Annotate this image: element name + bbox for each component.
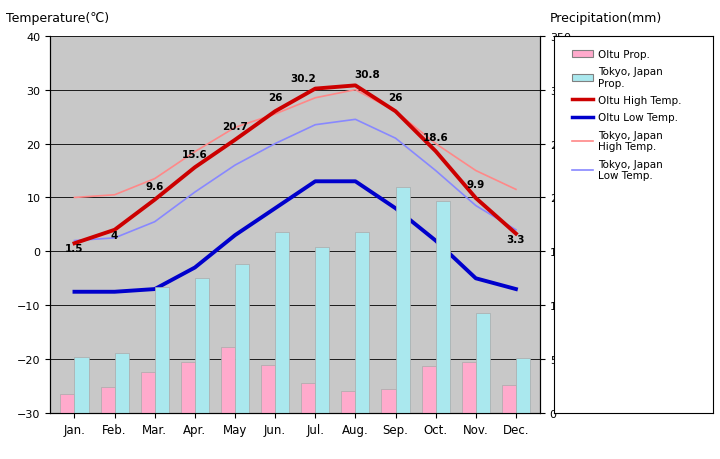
Bar	[462, 363, 476, 413]
Bar	[341, 392, 356, 413]
Text: 26: 26	[268, 93, 282, 103]
Text: 9.9: 9.9	[467, 180, 485, 190]
Bar	[140, 372, 155, 413]
Bar	[395, 187, 410, 413]
Bar	[261, 365, 275, 413]
Text: Precipitation(mm): Precipitation(mm)	[550, 12, 662, 25]
Text: 30.2: 30.2	[290, 73, 316, 84]
Bar	[155, 287, 168, 413]
Bar	[476, 313, 490, 413]
Bar	[101, 387, 114, 413]
Text: 3.3: 3.3	[507, 234, 525, 244]
Text: 20.7: 20.7	[222, 122, 248, 132]
Bar	[235, 265, 249, 413]
Legend: Oltu Prop., Tokyo, Japan
Prop., Oltu High Temp., Oltu Low Temp., Tokyo, Japan
Hi: Oltu Prop., Tokyo, Japan Prop., Oltu Hig…	[567, 46, 685, 185]
Bar	[502, 385, 516, 413]
Bar	[382, 389, 395, 413]
Bar	[195, 279, 209, 413]
Bar	[60, 394, 74, 413]
Bar	[436, 201, 450, 413]
Bar	[221, 347, 235, 413]
Text: 30.8: 30.8	[354, 70, 380, 80]
Text: 26: 26	[388, 93, 402, 103]
Bar	[315, 247, 329, 413]
Text: Temperature(℃): Temperature(℃)	[6, 12, 109, 25]
Text: 4: 4	[111, 230, 118, 241]
Bar	[114, 353, 129, 413]
Bar	[74, 357, 89, 413]
Text: 18.6: 18.6	[423, 133, 449, 143]
Bar	[422, 366, 436, 413]
Text: 15.6: 15.6	[182, 149, 208, 159]
Text: 9.6: 9.6	[145, 181, 164, 191]
Bar	[356, 232, 369, 413]
Bar	[181, 363, 195, 413]
Bar	[275, 232, 289, 413]
Text: 1.5: 1.5	[66, 244, 84, 254]
Bar	[516, 358, 530, 413]
Bar	[301, 383, 315, 413]
